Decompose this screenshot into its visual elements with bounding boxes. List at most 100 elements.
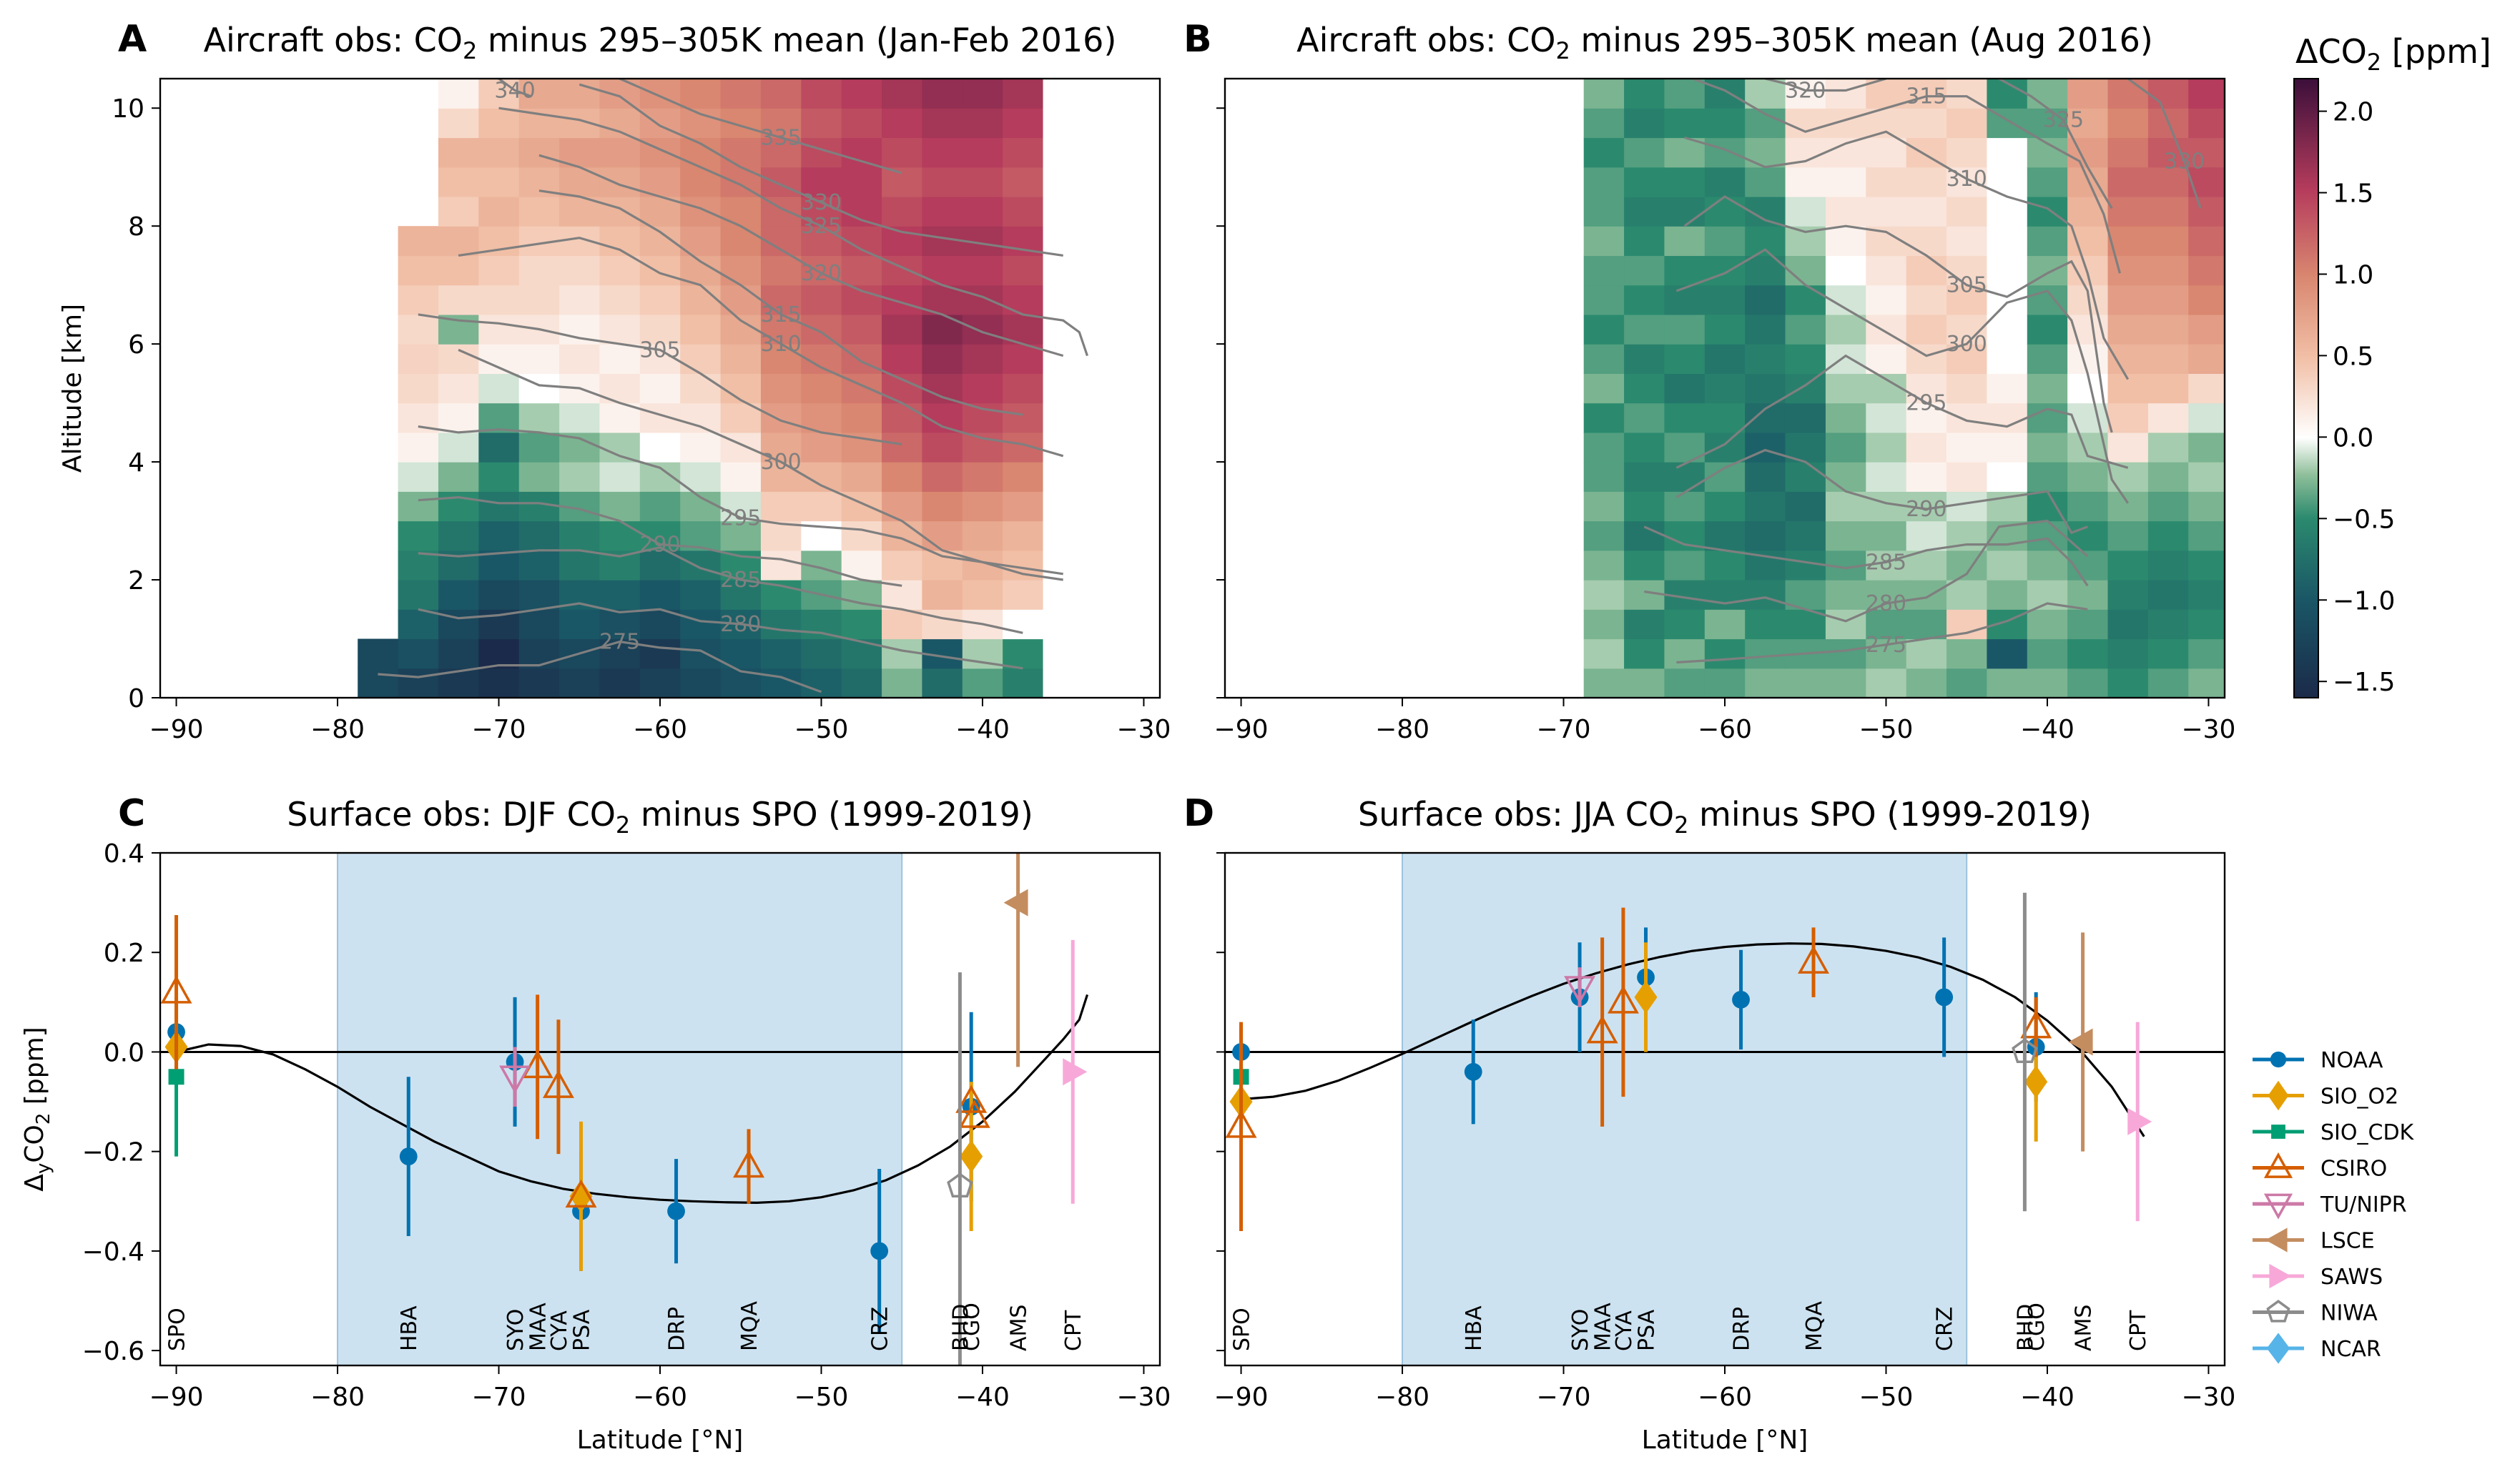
- x-tick-label: −90: [1214, 1383, 1269, 1412]
- contour-label-275: 275: [1866, 633, 1906, 658]
- contour-label-330: 330: [2164, 149, 2205, 174]
- marker-diamond: [2268, 1080, 2289, 1111]
- heatmap-cell: [2188, 49, 2229, 79]
- marker-triangle-up: [1225, 1110, 1257, 1138]
- heatmap-cell: [1745, 609, 1786, 640]
- heatmap-cell: [1825, 137, 1866, 168]
- heatmap-cell: [801, 668, 842, 698]
- heatmap-cell: [680, 108, 722, 139]
- contour-line-320: [1765, 79, 1886, 92]
- heatmap-cell: [2107, 402, 2149, 433]
- legend-label: SIO_O2: [2320, 1085, 2398, 1110]
- legend-item-ncar: NCAR: [2253, 1333, 2381, 1364]
- heatmap-cell: [1664, 79, 1706, 109]
- heatmap-cell: [2188, 491, 2225, 522]
- heatmap-cell: [1624, 462, 1665, 492]
- legend-label: TU/NIPR: [2320, 1192, 2407, 1217]
- heatmap-cell: [1785, 491, 1826, 522]
- heatmap-cell: [922, 462, 963, 492]
- marker-diamond: [569, 1180, 593, 1213]
- heatmap-cell: [922, 79, 963, 109]
- heatmap-cell: [599, 108, 641, 139]
- heatmap-cell: [1043, 373, 1084, 404]
- heatmap-cell: [438, 432, 479, 463]
- heatmap-cell: [478, 79, 520, 109]
- contour-line-330: [579, 83, 1063, 257]
- heatmap-cell: [962, 402, 1003, 433]
- station-label-syo: SYO: [503, 1309, 528, 1351]
- heatmap-cell: [1003, 255, 1044, 286]
- x-tick-label: −50: [1859, 715, 1913, 744]
- contour-label-295: 295: [720, 505, 761, 530]
- legend-item-niwa: NIWA: [2253, 1300, 2378, 1326]
- heatmap-cell: [2027, 108, 2068, 139]
- heatmap-cell: [1583, 373, 1625, 404]
- heatmap-cell: [841, 609, 882, 640]
- heatmap-cell: [1987, 137, 2028, 168]
- heatmap-cell: [1745, 255, 1786, 286]
- marker-circle: [667, 1202, 685, 1220]
- heatmap-cell: [1825, 344, 1866, 374]
- heatmap-cell: [559, 167, 601, 197]
- heatmap-cell: [841, 108, 882, 139]
- heatmap-cell: [398, 491, 439, 522]
- heatmap-cell: [841, 520, 882, 551]
- heatmap-cell: [478, 167, 520, 197]
- heatmap-cell: [841, 79, 882, 109]
- x-tick-label: −90: [149, 715, 204, 744]
- heatmap-cell: [1866, 550, 1907, 581]
- heatmap-cell: [841, 668, 882, 698]
- heatmap-cell: [2147, 520, 2189, 551]
- marker-pentagon: [2012, 1038, 2038, 1063]
- heatmap-cell: [922, 432, 963, 463]
- marker-diamond: [960, 1140, 983, 1173]
- heatmap-cell: [2147, 550, 2189, 581]
- marker-triangle-left: [2068, 1028, 2093, 1056]
- heatmap-cell: [1987, 432, 2028, 463]
- heatmap-cell: [1624, 668, 1665, 698]
- heatmap-cell: [398, 638, 439, 669]
- heatmap-cell: [1664, 314, 1706, 345]
- heatmap-cell: [1987, 462, 2028, 492]
- heatmap-cell: [1043, 550, 1084, 581]
- heatmap-cell: [1906, 285, 1947, 315]
- heatmap-cell: [1704, 255, 1746, 286]
- shaded-latitude-band: [338, 853, 902, 1365]
- heatmap-cell: [1825, 373, 1866, 404]
- heatmap-cell: [1583, 668, 1625, 698]
- heatmap-cell: [720, 344, 762, 374]
- heatmap-cell: [922, 314, 963, 345]
- heatmap-cell: [2067, 79, 2109, 109]
- heatmap-cell: [438, 491, 479, 522]
- heatmap-cell: [1704, 285, 1746, 315]
- heatmap-cell: [1664, 462, 1706, 492]
- heatmap-cell: [478, 137, 520, 168]
- contour-line-325: [1998, 79, 2113, 209]
- heatmap-cell: [1664, 196, 1706, 227]
- heatmap-cell: [639, 285, 681, 315]
- heatmap-cell: [1003, 638, 1044, 669]
- heatmap-cell: [2107, 638, 2149, 669]
- heatmap-cell: [438, 402, 479, 433]
- heatmap-cell: [1745, 373, 1786, 404]
- heatmap-cell: [1704, 402, 1746, 433]
- colorbar-tick-label: 2.0: [2333, 98, 2373, 127]
- contour-label-320: 320: [1785, 78, 1826, 103]
- heatmap-cell: [1946, 108, 1988, 139]
- heatmap-cell: [2188, 0, 2229, 20]
- heatmap-cell: [599, 79, 641, 109]
- heatmap-cell: [478, 668, 520, 698]
- station-label-spo: SPO: [165, 1308, 190, 1351]
- heatmap-cell: [1745, 638, 1786, 669]
- marker-triangle-up: [1586, 1015, 1618, 1044]
- colorbar-tick-label: 0.0: [2333, 423, 2373, 453]
- heatmap-cell: [2188, 196, 2225, 227]
- heatmap-cell: [1825, 432, 1866, 463]
- heatmap-cell: [1946, 226, 1988, 257]
- heatmap-cell: [2027, 520, 2068, 551]
- y-tick-label: 8: [128, 212, 144, 242]
- heatmap-cell: [962, 432, 1003, 463]
- heatmap-cell: [518, 668, 560, 698]
